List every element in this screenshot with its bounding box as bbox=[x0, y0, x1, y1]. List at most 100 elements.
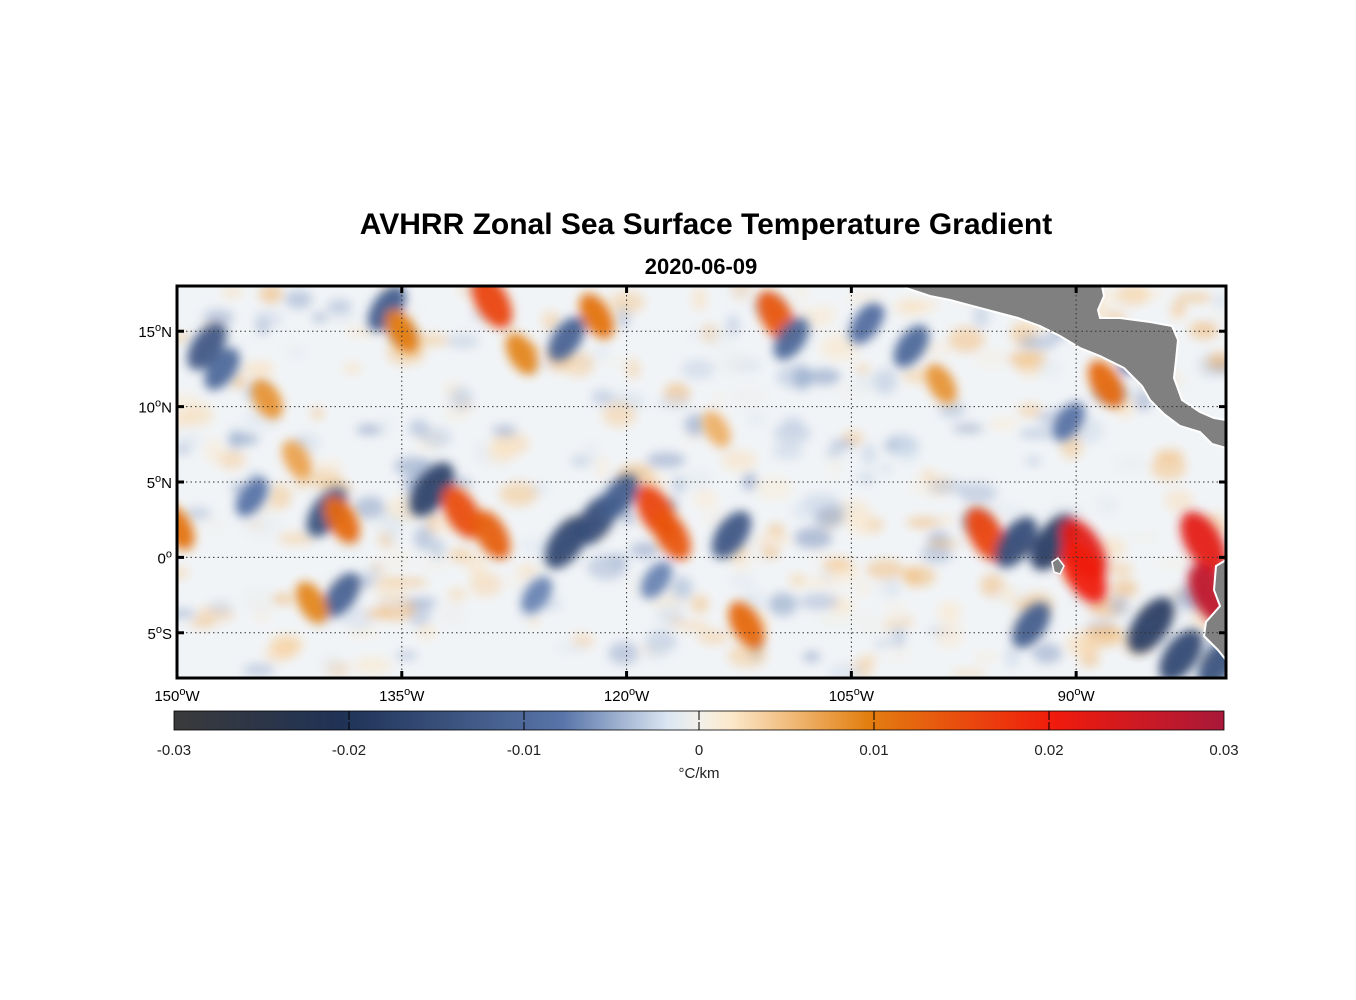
texture-blob bbox=[278, 531, 315, 546]
texture-blob bbox=[720, 450, 758, 469]
texture-blob bbox=[354, 496, 386, 520]
positive-gradient-feature bbox=[282, 440, 312, 479]
texture-blob bbox=[469, 572, 502, 597]
texture-blob bbox=[465, 553, 487, 577]
land-south-america bbox=[1202, 558, 1226, 662]
texture-blob bbox=[394, 456, 434, 476]
texture-blob bbox=[1004, 647, 1020, 669]
positive-gradient-feature bbox=[473, 510, 511, 560]
negative-gradient-feature bbox=[711, 511, 752, 559]
texture-blob bbox=[608, 641, 639, 665]
texture-blob bbox=[408, 419, 430, 438]
texture-blob bbox=[425, 562, 446, 572]
texture-blob bbox=[767, 523, 785, 537]
texture-blob bbox=[899, 616, 914, 627]
positive-gradient-feature bbox=[1180, 511, 1226, 574]
texture-blob bbox=[1082, 625, 1118, 637]
texture-blob bbox=[562, 351, 595, 377]
texture-blob bbox=[730, 387, 767, 408]
texture-blob bbox=[449, 386, 473, 410]
texture-blob bbox=[644, 640, 668, 660]
texture-blob bbox=[974, 348, 1009, 369]
texture-blob bbox=[1079, 655, 1100, 667]
texture-blob bbox=[672, 476, 686, 494]
texture-blob bbox=[856, 611, 879, 636]
texture-blob bbox=[768, 592, 798, 616]
negative-gradient-feature bbox=[235, 477, 269, 517]
texture-blob bbox=[378, 416, 392, 438]
colorbar-tick-label: 0.01 bbox=[859, 742, 888, 759]
texture-blob bbox=[189, 618, 216, 628]
colorbar-tick-label: -0.03 bbox=[157, 742, 191, 759]
texture-blob bbox=[242, 588, 273, 614]
texture-blob bbox=[1065, 632, 1095, 657]
negative-gradient-feature bbox=[323, 573, 361, 618]
texture-blob bbox=[901, 566, 936, 587]
texture-blob bbox=[356, 424, 383, 436]
texture-blob bbox=[582, 442, 600, 467]
texture-blob bbox=[874, 639, 891, 648]
texture-blob bbox=[1154, 556, 1193, 570]
texture-blob bbox=[259, 286, 283, 304]
texture-blob bbox=[903, 300, 938, 312]
texture-blob bbox=[864, 653, 878, 665]
positive-gradient-feature bbox=[505, 332, 538, 375]
texture-blob bbox=[829, 439, 855, 450]
texture-blob bbox=[939, 515, 954, 525]
texture-blob bbox=[727, 644, 768, 668]
texture-blob bbox=[646, 452, 686, 468]
texture-blob bbox=[346, 327, 376, 336]
positive-gradient-feature bbox=[323, 496, 360, 544]
texture-blob bbox=[656, 396, 692, 410]
colorbar-tick-label: 0 bbox=[695, 742, 703, 759]
texture-blob bbox=[1025, 456, 1042, 466]
latitude-labels: 15oN 10oN 5oN 0o 5oS bbox=[138, 322, 172, 643]
texture-blob bbox=[263, 647, 294, 662]
texture-blob bbox=[885, 600, 907, 622]
texture-blob bbox=[988, 418, 1018, 430]
texture-blob bbox=[1189, 321, 1219, 340]
texture-blob bbox=[906, 517, 941, 528]
texture-blob bbox=[364, 564, 381, 582]
texture-blob bbox=[814, 506, 845, 528]
lon-label: 120oW bbox=[604, 686, 650, 705]
texture-blob bbox=[772, 442, 804, 460]
texture-blob bbox=[185, 507, 211, 520]
texture-blob bbox=[645, 475, 668, 489]
texture-blob bbox=[626, 359, 640, 379]
negative-gradient-feature bbox=[1052, 402, 1086, 442]
texture-blob bbox=[499, 481, 538, 506]
lat-label: 5oN bbox=[147, 473, 172, 492]
negative-gradient-feature bbox=[548, 316, 585, 361]
lon-label: 90oW bbox=[1058, 686, 1096, 705]
lat-label: 10oN bbox=[138, 398, 172, 417]
texture-blob bbox=[204, 437, 223, 464]
texture-blob bbox=[326, 299, 353, 315]
texture-blob bbox=[374, 576, 404, 588]
texture-blob bbox=[609, 291, 645, 313]
lon-label: 135oW bbox=[379, 686, 425, 705]
lat-label: 5oS bbox=[148, 624, 172, 643]
texture-blob bbox=[1109, 595, 1130, 616]
texture-blob bbox=[927, 480, 968, 494]
negative-gradient-feature bbox=[640, 561, 673, 599]
texture-blob bbox=[760, 546, 780, 559]
positive-gradient-feature bbox=[652, 509, 691, 561]
positive-gradient-feature bbox=[1060, 541, 1107, 604]
texture-blob bbox=[283, 341, 300, 353]
figure-date: 2020-06-09 bbox=[645, 254, 758, 279]
texture-blob bbox=[203, 515, 227, 533]
texture-blob bbox=[799, 593, 839, 610]
texture-blob bbox=[681, 359, 715, 380]
texture-blob bbox=[1126, 531, 1163, 542]
texture-blob bbox=[825, 455, 843, 479]
texture-blob bbox=[935, 622, 964, 648]
texture-blob bbox=[221, 286, 244, 298]
texture-blob bbox=[715, 350, 750, 375]
texture-blob bbox=[1008, 350, 1047, 367]
colorbar-tick-label: 0.03 bbox=[1209, 742, 1238, 759]
texture-blob bbox=[446, 334, 480, 349]
positive-gradient-feature bbox=[295, 581, 329, 624]
texture-blob bbox=[413, 333, 450, 347]
texture-blob bbox=[318, 310, 358, 323]
